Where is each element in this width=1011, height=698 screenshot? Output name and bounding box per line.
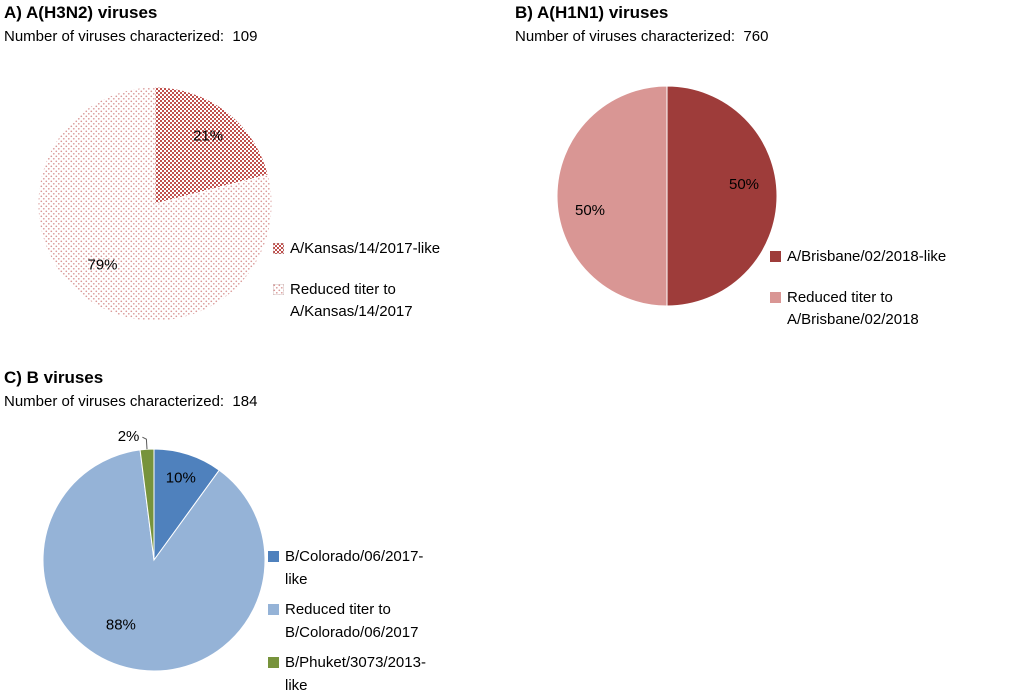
legend-swatch: [770, 291, 781, 303]
legend-item-a-kansas-14-2017-like: A/Kansas/14/2017-like: [273, 238, 448, 261]
label-leader-line: [142, 436, 148, 450]
data-label-b-phuket-3073-2013-like: 2%: [118, 428, 140, 445]
pie-slice-a-brisbane-02-2018-like: [666, 85, 778, 307]
data-label-a-brisbane-02-2018-like: 50%: [729, 176, 759, 193]
pie-slice-reduced-titer-to-a-brisbane-02-2018: [556, 85, 668, 307]
pie-slice-reduced-titer-to-a-kansas-14-2017: [37, 86, 273, 322]
chart-title-h3n2: A) A(H3N2) viruses: [4, 3, 158, 22]
legend-item-reduced-titer-to-b-colorado-06-2017: Reduced titer to B/Colorado/06/2017: [268, 599, 426, 644]
pie-chart-b-viruses: 10% 88% 2%: [42, 428, 266, 672]
legend-swatch: [273, 283, 284, 295]
panel-b-viruses: 10% 88% 2% C) B viruses Number of viruses …: [0, 365, 505, 698]
data-label-reduced-titer-to-b-colorado-06-2017: 88%: [106, 617, 136, 634]
legend-label: A/Kansas/14/2017-like: [290, 240, 441, 257]
legend-item-reduced-titer-to-a-brisbane-02-2018: Reduced titer to A/Brisbane/02/2018: [770, 287, 965, 332]
panel-h3n2: 21% 79% A) A(H3N2) viruses Number of viru…: [0, 0, 505, 365]
chart-subtitle-h3n2: Number of viruses characterized: 109: [4, 28, 258, 45]
legend-swatch: [268, 657, 279, 668]
legend-swatch: [273, 243, 284, 254]
legend-swatch: [268, 551, 279, 562]
chart-subtitle-h1n1: Number of viruses characterized: 760: [515, 28, 769, 45]
legend-label: Reduced titer to A/Brisbane/02/2018: [787, 288, 919, 329]
legend-label: B/Colorado/06/2017-like: [285, 548, 424, 588]
data-label-a-kansas-14-2017-like: 21%: [193, 128, 223, 145]
legend-label: Reduced titer to B/Colorado/06/2017: [285, 601, 419, 641]
chart-title-b-viruses: C) B viruses: [4, 368, 104, 387]
legend-swatch: [268, 604, 279, 615]
pie-slice-a-kansas-14-2017-like: [154, 86, 269, 205]
legend-h1n1: A/Brisbane/02/2018-like Reduced titer to …: [770, 246, 965, 332]
pie-chart-h1n1: 50% 50%: [556, 85, 778, 307]
legend-label: Reduced titer to A/Kansas/14/2017: [290, 280, 413, 321]
data-label-reduced-titer-to-a-kansas-14-2017: 79%: [87, 256, 117, 273]
panel-h1n1: 50% 50% B) A(H1N1) viruses Number of viru…: [505, 0, 1011, 365]
legend-h3n2: A/Kansas/14/2017-like Reduced titer to A/…: [273, 238, 448, 324]
pie-slice-b-phuket-3073-2013-like: [139, 448, 155, 561]
legend-b-viruses: B/Colorado/06/2017-like Reduced titer to …: [268, 546, 426, 697]
data-label-reduced-titer-to-a-brisbane-02-2018: 50%: [575, 202, 605, 219]
pie-slice-reduced-titer-to-b-colorado-06-2017: [42, 449, 266, 672]
legend-item-a-brisbane-02-2018-like: A/Brisbane/02/2018-like: [770, 246, 965, 269]
chart-title-h1n1: B) A(H1N1) viruses: [515, 3, 669, 22]
legend-swatch: [770, 251, 781, 262]
pie-chart-h3n2: 21% 79%: [37, 86, 273, 322]
legend-item-reduced-titer-to-a-kansas-14-2017: Reduced titer to A/Kansas/14/2017: [273, 279, 448, 324]
chart-subtitle-b-viruses: Number of viruses characterized: 184: [4, 393, 258, 410]
data-label-b-colorado-06-2017-like: 10%: [166, 470, 196, 487]
legend-label: A/Brisbane/02/2018-like: [787, 248, 947, 265]
legend-item-b-colorado-06-2017-like: B/Colorado/06/2017-like: [268, 546, 426, 591]
legend-label: B/Phuket/3073/2013-like: [285, 654, 426, 694]
legend-item-b-phuket-3073-2013-like: B/Phuket/3073/2013-like: [268, 652, 426, 697]
